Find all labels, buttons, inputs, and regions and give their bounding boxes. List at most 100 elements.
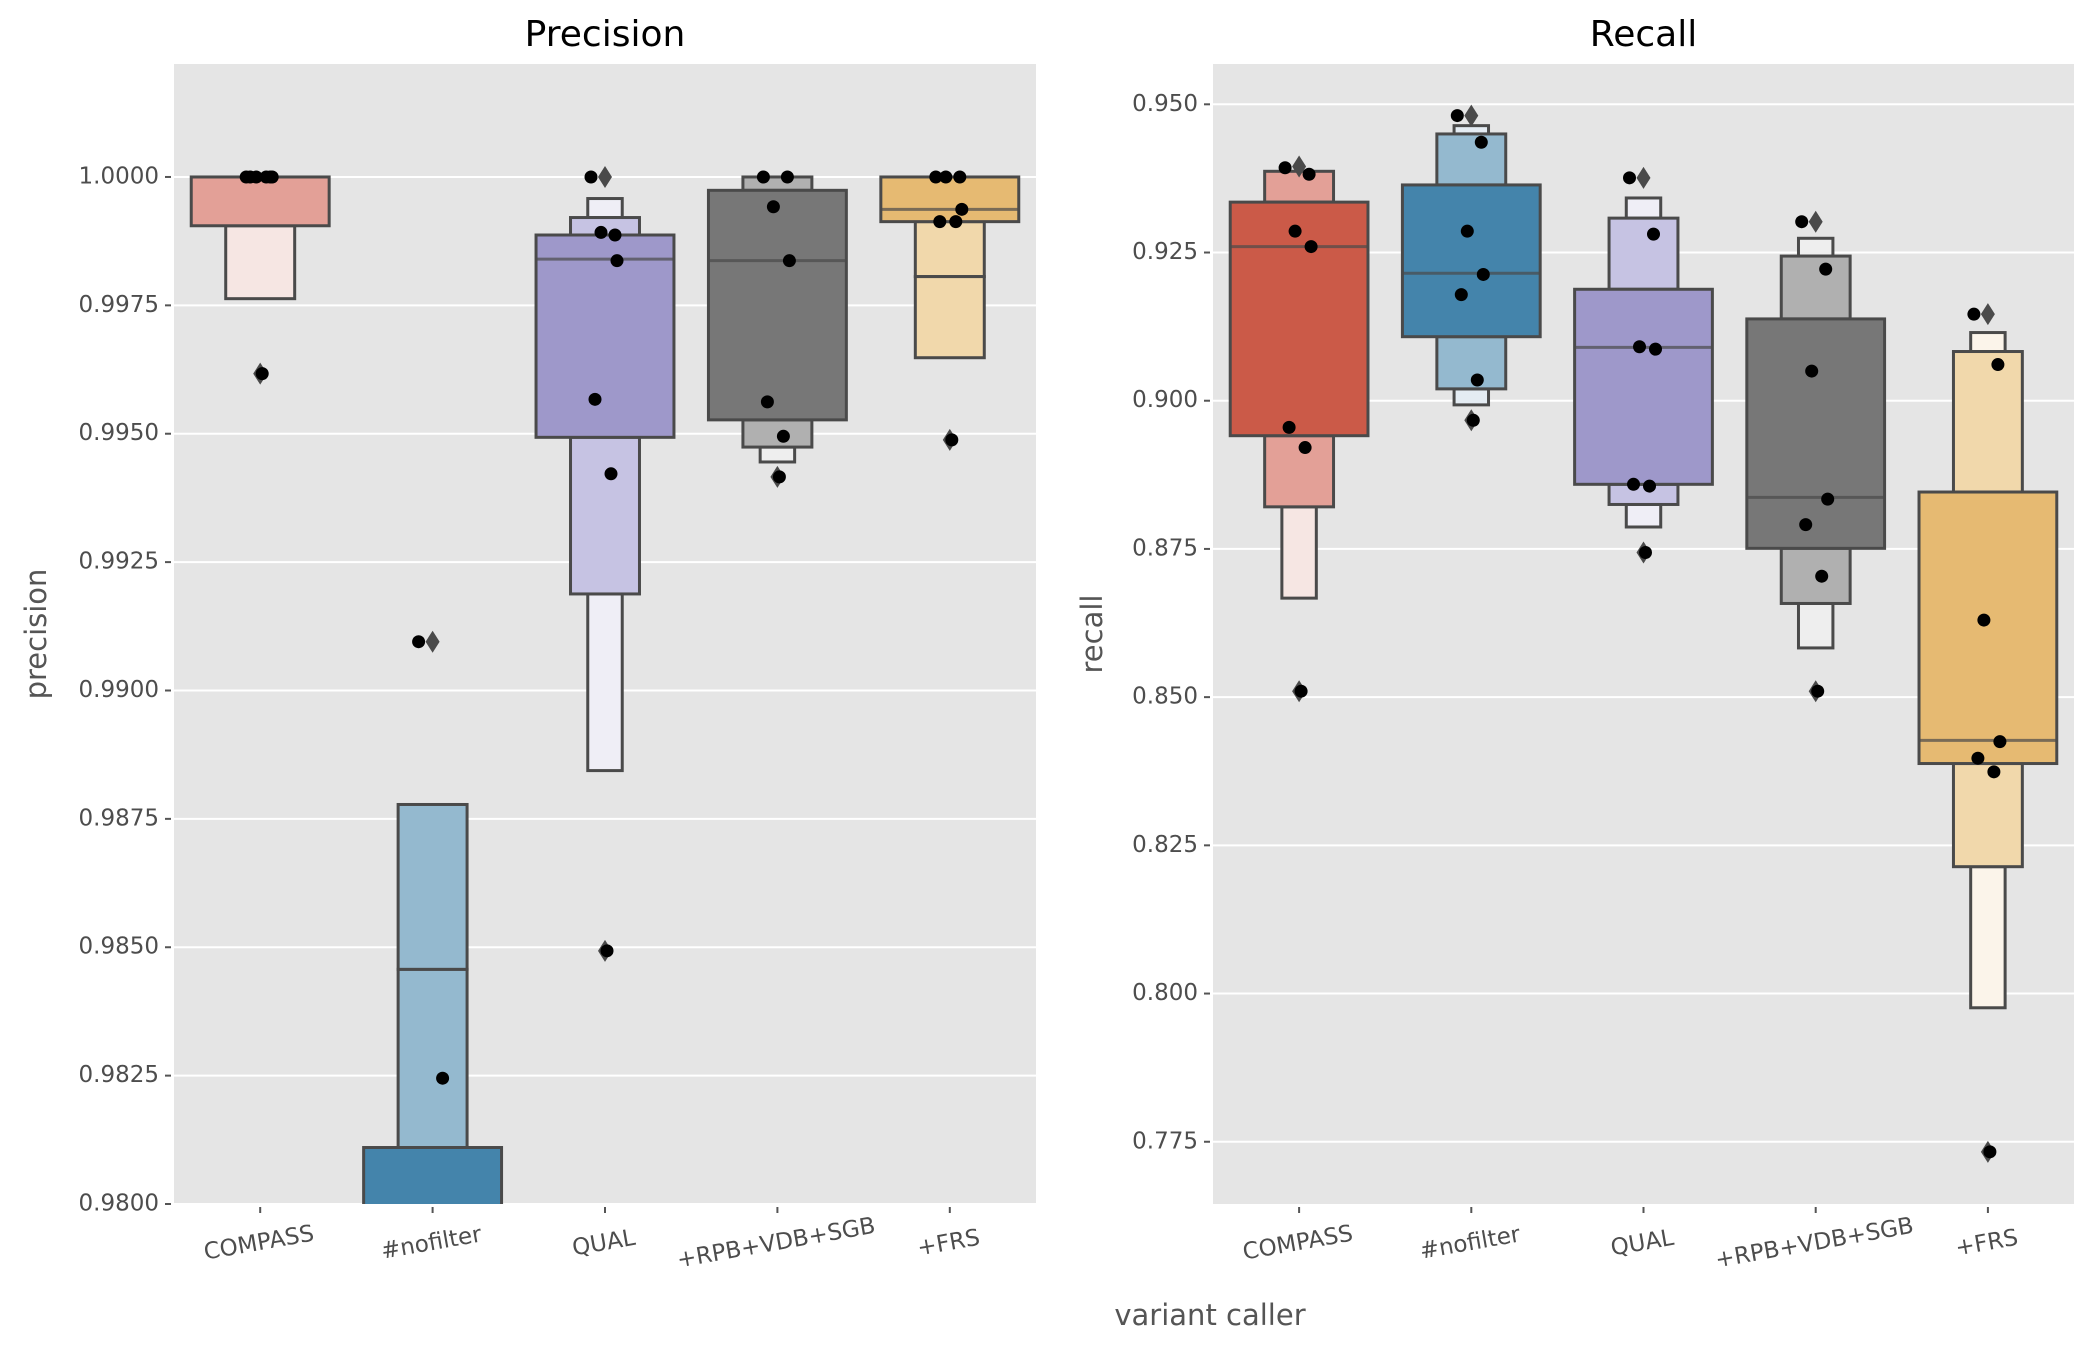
data-point <box>259 170 273 184</box>
box-level-2 <box>1452 387 1491 407</box>
y-tick-label: 0.950 <box>1132 91 1198 117</box>
data-point <box>945 433 959 447</box>
y-tick-label: 0.9900 <box>79 677 159 703</box>
recall-title: Recall <box>1590 14 1697 55</box>
data-point <box>243 170 257 184</box>
y-tick-label: 0.925 <box>1132 239 1198 265</box>
data-point <box>594 225 608 239</box>
x-tick-label-frs: +FRS <box>1953 1225 2020 1262</box>
box-level-1 <box>224 224 297 301</box>
precision-title: Precision <box>525 14 686 55</box>
data-point <box>1821 492 1835 506</box>
y-tick-label: 0.850 <box>1132 684 1198 710</box>
x-tick-label-compass: COMPASS <box>1241 1221 1355 1266</box>
y-tick-label: 0.9975 <box>79 292 159 318</box>
data-point <box>1647 227 1660 241</box>
data-point <box>1476 267 1490 281</box>
data-point <box>1643 479 1656 493</box>
box-level-1 <box>1435 132 1508 187</box>
y-tick-label: 0.9825 <box>79 1062 159 1088</box>
recall-boxes <box>1228 104 2059 1163</box>
box-level-2 <box>586 197 624 220</box>
data-point <box>1627 477 1640 491</box>
x-tick-label-qual: QUAL <box>570 1225 637 1262</box>
data-point <box>933 215 947 229</box>
box-level-0 <box>362 1146 504 1204</box>
outlier-marker <box>1808 210 1823 233</box>
data-point <box>436 1071 450 1085</box>
boxen-qual <box>1573 166 1714 564</box>
data-point <box>1288 224 1302 238</box>
data-point <box>1294 684 1308 698</box>
precision-boxes <box>189 165 1021 1204</box>
y-tick-label: 0.800 <box>1132 980 1198 1006</box>
data-point <box>1302 167 1316 181</box>
recall-y-axis-label: recall <box>1075 595 1109 674</box>
precision-x-ticks: COMPASS #nofilter QUAL +RPB+VDB+SGB +FRS <box>202 1207 982 1273</box>
box-level-2 <box>586 592 624 773</box>
y-tick-label: 0.9850 <box>79 934 159 960</box>
data-point <box>1282 420 1296 434</box>
data-point <box>1977 613 1991 627</box>
x-tick-label-rpb-vdb-sgb: +RPB+VDB+SGB <box>1713 1213 1915 1273</box>
data-point <box>1819 262 1833 276</box>
box-level-0 <box>1573 287 1714 486</box>
box-level-0 <box>706 188 848 422</box>
box-level-2 <box>758 445 797 464</box>
y-tick-label: 0.775 <box>1132 1128 1198 1154</box>
data-point <box>949 215 963 229</box>
recall-y-ticks: 0.775 0.800 0.825 0.850 0.875 0.900 0.925 0.950 <box>1132 91 1210 1154</box>
data-point <box>955 202 969 216</box>
data-point <box>608 228 622 242</box>
data-point <box>1987 765 2001 779</box>
data-point <box>1993 735 2007 749</box>
precision-y-axis-label: precision <box>19 569 53 700</box>
box-level-0 <box>189 175 331 228</box>
box-level-0 <box>1400 183 1542 339</box>
data-point <box>600 944 614 958</box>
y-tick-label: 0.900 <box>1132 387 1198 413</box>
box-level-0 <box>534 233 676 439</box>
data-point <box>760 395 774 409</box>
outlier-marker <box>1464 104 1479 127</box>
data-point <box>1649 342 1662 356</box>
box-level-2 <box>1280 505 1318 600</box>
data-point <box>604 467 618 481</box>
data-point <box>766 200 780 214</box>
data-point <box>756 170 770 184</box>
y-tick-label: 0.825 <box>1132 832 1198 858</box>
box-level-1 <box>1951 762 2024 869</box>
box-level-1 <box>741 418 814 449</box>
outlier-marker <box>1292 155 1307 178</box>
boxen-rpb-vdb-sgb <box>706 170 848 488</box>
box-level-1 <box>913 220 986 279</box>
x-tick-label-compass: COMPASS <box>202 1221 316 1266</box>
precision-panel: 0.9800 0.9825 0.9850 0.9875 0.9900 0.9925 0.99… <box>19 14 1036 1273</box>
y-tick-label: 1.0000 <box>79 163 159 189</box>
data-point <box>1967 307 1981 321</box>
data-point <box>780 170 794 184</box>
y-tick-label: 0.875 <box>1132 535 1198 561</box>
data-point <box>929 170 943 184</box>
outlier-marker <box>425 630 440 653</box>
box-level-2 <box>1624 196 1663 220</box>
x-tick-label-nofilter: #nofilter <box>1418 1221 1523 1264</box>
boxen-nofilter <box>1400 104 1542 432</box>
data-point <box>1983 1145 1997 1159</box>
y-tick-label: 0.9925 <box>79 549 159 575</box>
box-level-2 <box>1969 331 2007 354</box>
y-tick-label: 0.9800 <box>79 1191 159 1217</box>
y-tick-label: 0.9875 <box>79 805 159 831</box>
precision-y-ticks: 0.9800 0.9825 0.9850 0.9875 0.9900 0.9925 0.99… <box>79 163 171 1217</box>
boxen-nofilter <box>362 630 504 1204</box>
data-point <box>939 170 953 184</box>
data-point <box>1304 240 1318 254</box>
boxen-frs <box>1917 303 2059 1163</box>
x-tick-label-nofilter: #nofilter <box>379 1221 484 1264</box>
data-point <box>1454 288 1468 302</box>
x-axis-label: variant caller <box>1114 1298 1305 1332</box>
box-level-1 <box>1951 350 2024 494</box>
data-point <box>1805 364 1819 378</box>
box-level-0 <box>1917 490 2059 766</box>
data-point <box>953 170 967 184</box>
